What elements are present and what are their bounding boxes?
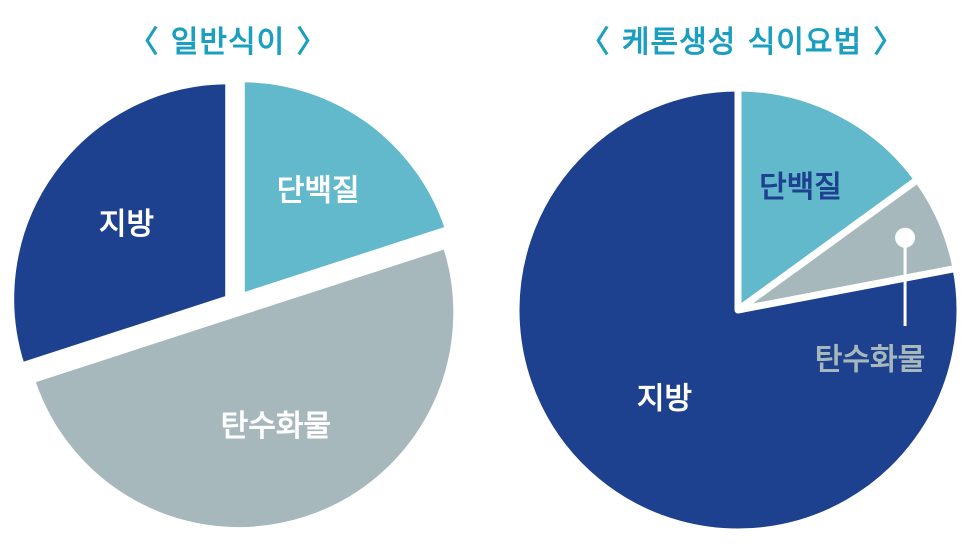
pie-slice-fat — [7, 77, 233, 370]
slice-label-protein: 단백질 — [759, 170, 842, 205]
slice-label-carbohydrate: 탄수화물 — [221, 409, 331, 444]
slice-label-carbohydrate: 탄수화물 — [815, 343, 925, 378]
chart-title-general-diet: 〈 일반식이 〉 — [128, 25, 327, 60]
chart-title-ketogenic-diet: 〈 케톤생성 식이요법 〉 — [579, 25, 904, 60]
slice-label-fat: 지방 — [99, 207, 155, 242]
slice-label-fat: 지방 — [637, 381, 693, 416]
slice-label-protein: 단백질 — [277, 173, 360, 208]
pie-slice-fat — [512, 84, 964, 536]
pie-slice-carbohydrate — [27, 241, 461, 534]
pie-slice-protein — [237, 75, 453, 301]
pie-slice-protein — [734, 84, 922, 314]
